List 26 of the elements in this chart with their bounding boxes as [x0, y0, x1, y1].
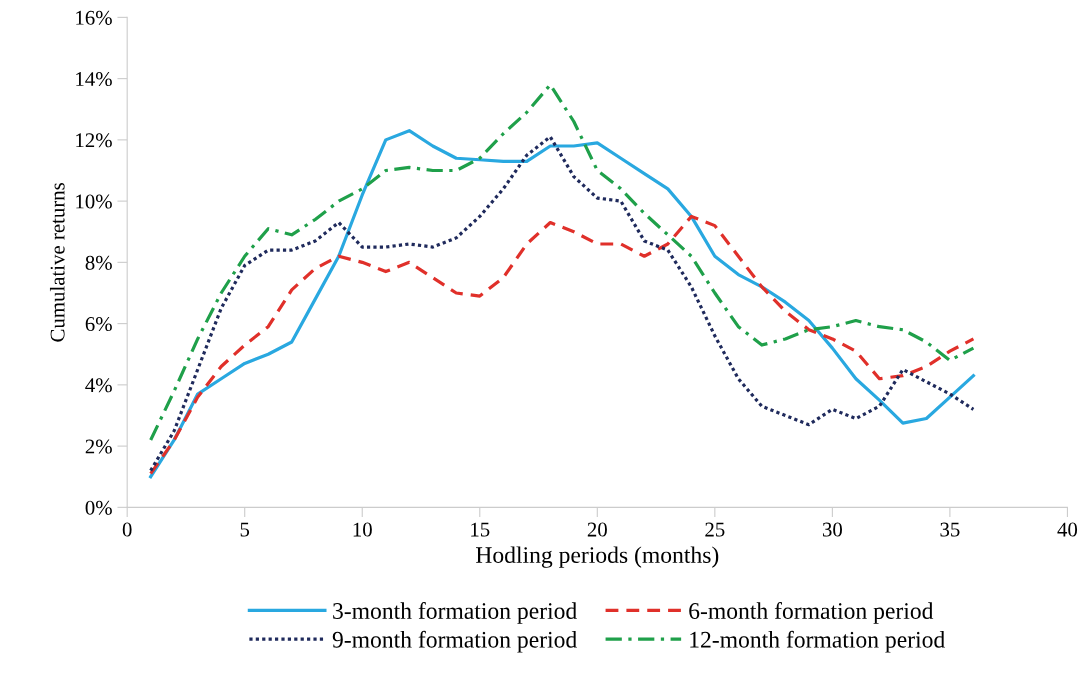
x-tick-label: 40 — [1057, 522, 1078, 537]
x-tick-label: 10 — [353, 522, 372, 537]
legend-label: 6-month formation period — [689, 602, 934, 624]
x-tick-label: 20 — [587, 522, 607, 537]
legend-label: 9-month formation period — [332, 630, 577, 653]
y-tick-label: 8% — [85, 255, 112, 270]
x-tick-label: 5 — [240, 522, 250, 537]
line-series — [149, 214, 976, 476]
x-tick-label: 35 — [940, 522, 960, 537]
y-tick-label: 12% — [76, 133, 112, 148]
x-tick-label: 30 — [822, 522, 842, 537]
y-tick-label: 4% — [85, 378, 112, 393]
x-tick-label: 25 — [705, 522, 725, 537]
x-axis-title: Hodling periods (months) — [476, 546, 719, 568]
y-tick-label: 14% — [76, 72, 112, 87]
y-tick-label: 16% — [76, 10, 112, 25]
y-tick-label: 6% — [85, 316, 112, 332]
y-axis-title: Cumulative returns — [49, 182, 65, 342]
legend-label: 12-month formation period — [690, 630, 945, 653]
y-tick-label: 10% — [76, 194, 112, 209]
y-tick-label: 2% — [85, 439, 112, 454]
x-tick-label: 15 — [471, 522, 490, 537]
line-series — [149, 83, 976, 442]
x-tick-label: 0 — [122, 522, 132, 537]
y-tick-label: 0% — [85, 500, 112, 515]
legend-label: 3-month formation period — [333, 602, 577, 624]
